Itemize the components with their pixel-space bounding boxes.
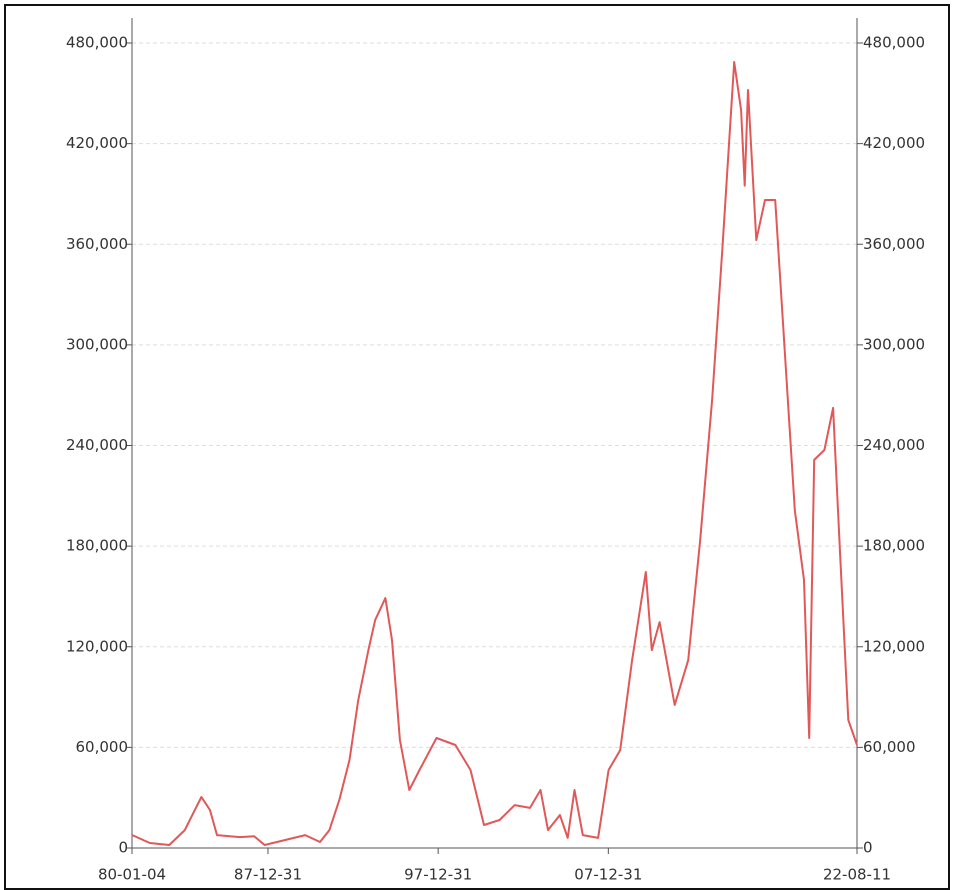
y2-tick-label: 300,000 <box>863 335 925 353</box>
y2-tick-label: 240,000 <box>863 436 925 454</box>
y2-tick-label: 480,000 <box>863 34 925 52</box>
y2-tick-label: 60,000 <box>863 738 916 756</box>
x-tick-label: 97-12-31 <box>404 866 472 884</box>
y-tick-label: 120,000 <box>66 637 128 655</box>
y-tick-label: 420,000 <box>66 134 128 152</box>
y-tick-label: 60,000 <box>76 738 129 756</box>
y2-tick-label: 0 <box>863 839 873 857</box>
x-tick-label: 80-01-04 <box>98 866 166 884</box>
y2-tick-label: 120,000 <box>863 637 925 655</box>
x-tick-label: 22-08-11 <box>823 866 891 884</box>
y-tick-label: 0 <box>118 839 128 857</box>
y2-tick-label: 360,000 <box>863 235 925 253</box>
frame <box>4 4 950 890</box>
y2-tick-label: 420,000 <box>863 134 925 152</box>
y-tick-label: 240,000 <box>66 436 128 454</box>
line-series <box>131 61 858 846</box>
y-tick-label: 360,000 <box>66 235 128 253</box>
y2-tick-label: 180,000 <box>863 537 925 555</box>
y-tick-label: 180,000 <box>66 537 128 555</box>
x-tick-label: 07-12-31 <box>574 866 642 884</box>
x-tick-label: 87-12-31 <box>234 866 302 884</box>
y-tick-label: 480,000 <box>66 34 128 52</box>
y-tick-label: 300,000 <box>66 335 128 353</box>
